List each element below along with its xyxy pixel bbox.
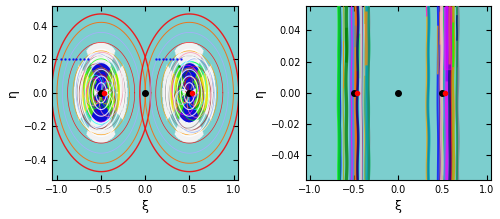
Y-axis label: η: η: [6, 89, 18, 97]
X-axis label: ξ: ξ: [142, 200, 148, 214]
Y-axis label: η: η: [252, 89, 266, 97]
X-axis label: ξ: ξ: [395, 200, 402, 214]
